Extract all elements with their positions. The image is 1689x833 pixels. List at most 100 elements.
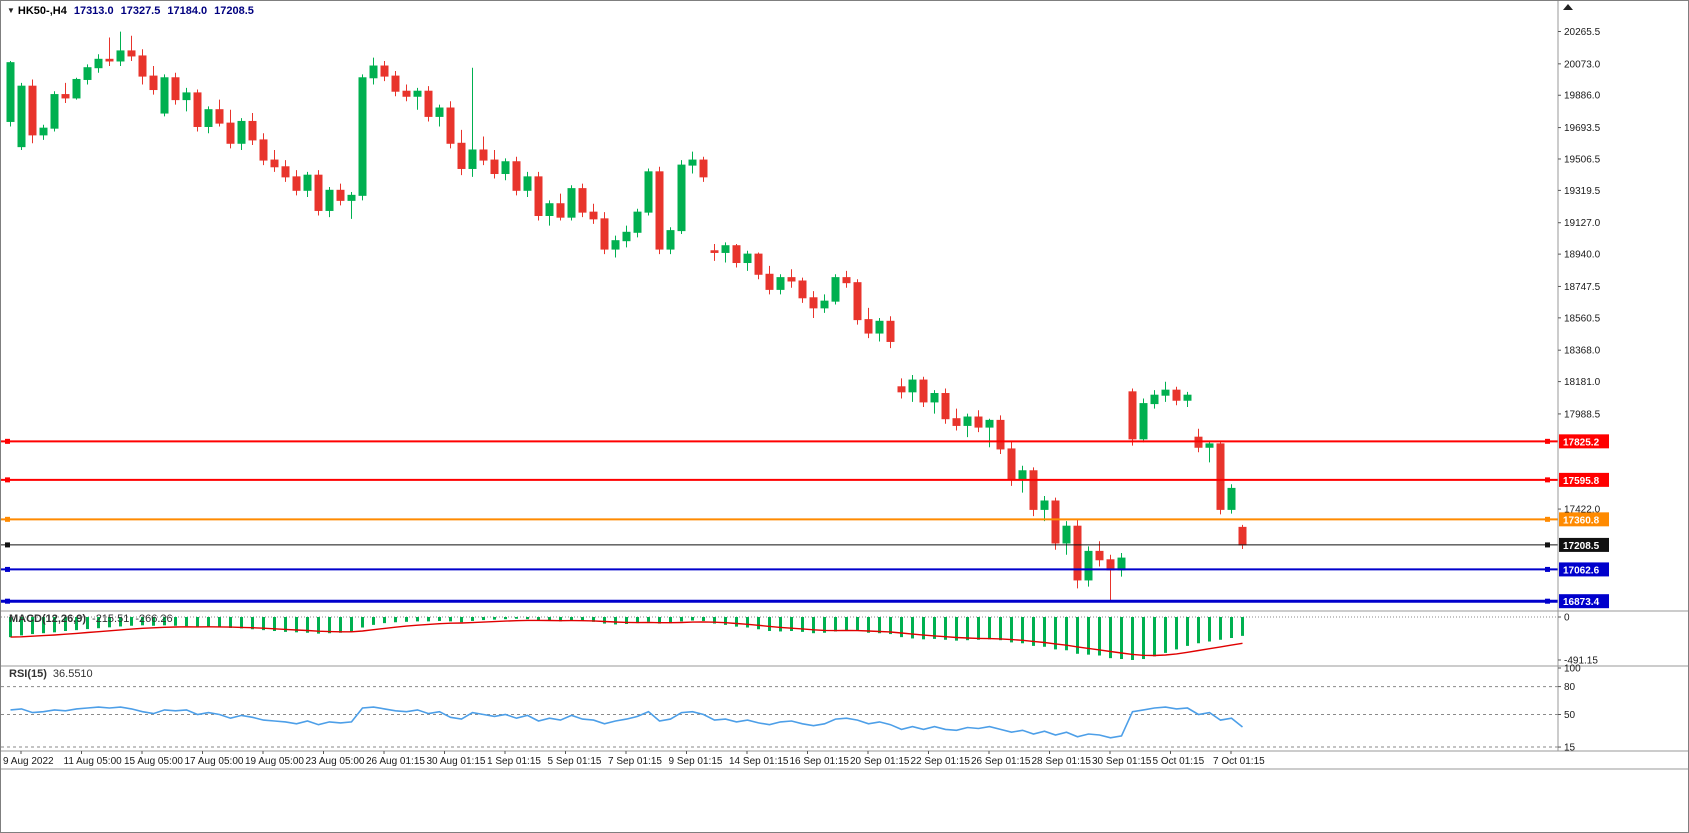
macd-bar <box>1142 617 1145 660</box>
candle <box>237 118 246 150</box>
line-handle-left[interactable] <box>5 566 10 572</box>
candle-body <box>39 127 48 136</box>
candle <box>919 376 928 407</box>
macd-bar <box>878 617 881 634</box>
price-tick-label: 19127.0 <box>1564 218 1601 229</box>
macd-bar <box>1131 617 1134 660</box>
line-handle-right[interactable] <box>1545 566 1550 572</box>
candle <box>28 79 37 144</box>
candle-body <box>1128 391 1137 440</box>
line-handle-left[interactable] <box>5 598 10 604</box>
line-handle-right[interactable] <box>1545 542 1550 548</box>
symbol-dropdown-icon[interactable]: ▼ <box>7 6 15 15</box>
line-handle-left[interactable] <box>5 542 10 548</box>
candle-body <box>160 77 169 114</box>
candle <box>611 235 620 258</box>
macd-bar <box>251 617 254 630</box>
macd-bar <box>42 617 45 634</box>
candle <box>787 269 796 288</box>
time-tick-label: 16 Sep 01:15 <box>790 756 850 767</box>
candle-body <box>765 273 774 290</box>
line-handle-left[interactable] <box>5 438 10 444</box>
price-badge-label: 16873.4 <box>1563 597 1600 608</box>
price-line-16873.4[interactable] <box>1 598 1558 604</box>
price-line-17595.8[interactable] <box>1 477 1558 483</box>
price-badge-bg <box>1559 562 1609 577</box>
rsi-line <box>10 706 1243 739</box>
macd-bar <box>438 617 441 621</box>
candle <box>732 244 741 268</box>
candle-body <box>259 139 268 161</box>
candle <box>160 74 169 117</box>
macd-bar <box>295 617 298 633</box>
line-handle-right[interactable] <box>1545 477 1550 483</box>
macd-value: -215.51 <box>92 613 130 625</box>
candle-body <box>1172 389 1181 401</box>
candle <box>490 149 499 179</box>
candle-body <box>1007 448 1016 480</box>
macd-bar <box>350 617 353 632</box>
macd-bar <box>1153 617 1156 657</box>
candle-body <box>28 85 37 136</box>
price-badge-label: 17062.6 <box>1563 565 1600 576</box>
candle-body <box>369 65 378 79</box>
candle-body <box>61 94 70 99</box>
ohlc-open: 17313.0 <box>73 5 114 17</box>
line-handle-left[interactable] <box>5 477 10 483</box>
time-tick-label: 11 Aug 05:00 <box>64 756 123 767</box>
candle-body <box>1161 389 1170 396</box>
candle <box>875 317 884 342</box>
macd-bar <box>1208 617 1211 642</box>
price-tick-label: 19506.5 <box>1564 154 1601 165</box>
candle <box>1117 553 1126 577</box>
candle <box>1062 521 1071 555</box>
time-tick-label: 9 Sep 01:15 <box>669 756 723 767</box>
macd-bar <box>416 617 419 622</box>
candle-body <box>941 393 950 420</box>
macd-bar <box>790 617 793 632</box>
candle-body <box>1238 526 1247 546</box>
price-tick-label: 18368.0 <box>1564 346 1601 357</box>
candle-body <box>1029 470 1038 510</box>
candle-body <box>50 94 59 129</box>
candle-body <box>1062 525 1071 544</box>
macd-signal-value: -266.26 <box>135 613 173 625</box>
macd-name: MACD(12,26,9) <box>9 613 87 625</box>
time-tick-label: 22 Sep 01:15 <box>911 756 971 767</box>
candle-body <box>512 161 521 191</box>
macd-bar <box>537 617 540 621</box>
candle <box>1084 546 1093 587</box>
line-handle-right[interactable] <box>1545 438 1550 444</box>
macd-bar <box>834 617 837 632</box>
price-line-17208.5[interactable] <box>1 542 1558 548</box>
macd-bar <box>174 617 177 626</box>
macd-bar <box>108 617 111 628</box>
time-tick-label: 5 Oct 01:15 <box>1153 756 1205 767</box>
candle <box>622 225 631 248</box>
candle-body <box>996 419 1005 450</box>
candle <box>50 91 59 132</box>
price-line-17825.2[interactable] <box>1 438 1558 444</box>
macd-bar <box>152 617 155 626</box>
candle-body <box>182 92 191 101</box>
rsi-axis-label: 80 <box>1564 682 1576 693</box>
scroll-up-icon[interactable] <box>1563 4 1573 10</box>
candle <box>39 124 48 140</box>
candle <box>567 185 576 221</box>
macd-bar <box>570 617 573 621</box>
macd-bar <box>196 617 199 628</box>
candle <box>578 183 587 218</box>
price-line-17360.8[interactable] <box>1 516 1558 522</box>
macd-bar <box>20 617 23 636</box>
candle-body <box>930 393 939 403</box>
macd-bar <box>647 617 650 622</box>
candle <box>864 307 873 339</box>
rsi-axis-label: 15 <box>1564 743 1576 754</box>
line-handle-right[interactable] <box>1545 598 1550 604</box>
price-line-17062.6[interactable] <box>1 566 1558 572</box>
price-tick-label: 18940.0 <box>1564 250 1601 261</box>
line-handle-right[interactable] <box>1545 516 1550 522</box>
line-handle-left[interactable] <box>5 516 10 522</box>
candle <box>776 274 785 295</box>
